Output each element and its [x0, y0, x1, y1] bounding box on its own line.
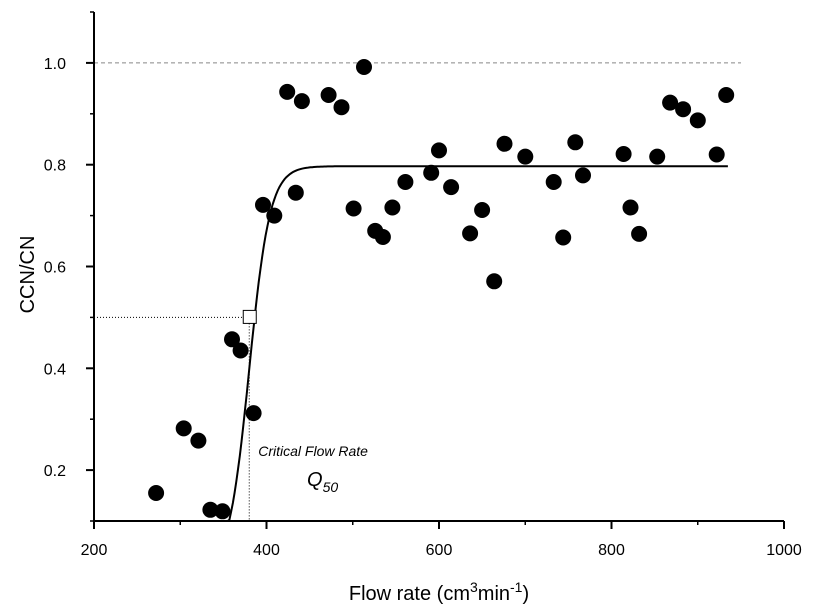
- x-tick-label: 200: [81, 542, 108, 559]
- data-point: [356, 59, 372, 75]
- y-tick-label: 0.4: [44, 361, 66, 378]
- x-tick-label: 800: [598, 542, 625, 559]
- data-point: [622, 199, 639, 216]
- data-point: [675, 101, 692, 118]
- y-tick-label: 0.2: [44, 463, 66, 480]
- data-point: [279, 83, 296, 100]
- data-point: [486, 273, 503, 290]
- data-point: [575, 167, 591, 184]
- x-tick-label: 600: [426, 542, 453, 559]
- data-point: [567, 134, 584, 151]
- data-point: [555, 229, 572, 246]
- y-tick-label: 1.0: [44, 56, 66, 73]
- data-point: [224, 331, 240, 348]
- data-point: [631, 225, 648, 242]
- data-point: [320, 87, 337, 103]
- data-point: [689, 112, 706, 129]
- x-axis-label-sup2: -1: [510, 579, 523, 595]
- x-axis-ticks: 200 400 600 800 1000: [81, 521, 802, 559]
- data-point: [517, 148, 534, 165]
- data-point: [374, 229, 391, 245]
- data-point: [496, 135, 513, 152]
- data-points: [148, 59, 735, 520]
- x-tick-label: 400: [253, 542, 280, 559]
- data-point: [287, 184, 304, 201]
- data-point: [148, 485, 165, 501]
- data-point: [545, 174, 562, 190]
- data-point: [662, 94, 679, 111]
- data-point: [232, 342, 249, 359]
- critical-point-marker: [242, 309, 257, 324]
- data-point: [384, 199, 401, 216]
- q50-symbol: Q: [307, 469, 323, 491]
- x-tick-label: 1000: [766, 542, 802, 559]
- x-axis-label-suffix: ): [522, 583, 529, 605]
- data-point: [175, 420, 192, 437]
- y-axis-ticks: 0.2 0.4 0.6 0.8 1.0: [44, 11, 94, 522]
- data-point: [615, 146, 632, 162]
- x-axis-label: Flow rate (cm3min-1): [349, 579, 529, 605]
- data-point: [423, 164, 440, 181]
- data-point: [345, 200, 362, 217]
- q50-label: Q50: [307, 469, 338, 495]
- data-point: [649, 148, 666, 165]
- data-point: [462, 225, 479, 242]
- data-point: [431, 142, 447, 159]
- data-point: [245, 405, 262, 422]
- q50-subscript: 50: [323, 479, 339, 495]
- x-axis-label-sup1: 3: [470, 579, 478, 595]
- data-point: [255, 196, 271, 213]
- data-point: [293, 93, 310, 110]
- y-tick-label: 0.8: [44, 158, 66, 175]
- y-tick-label: 0.6: [44, 260, 66, 277]
- x-axis-label-mid: min: [478, 583, 510, 605]
- data-point: [474, 202, 491, 218]
- data-point: [718, 87, 735, 103]
- data-point: [202, 501, 219, 518]
- data-point: [214, 503, 231, 520]
- x-axis-label-prefix: Flow rate (cm: [349, 583, 470, 605]
- data-point: [190, 432, 207, 449]
- fit-curve: [184, 165, 728, 522]
- data-point: [443, 179, 460, 196]
- y-axis-label: CCN/CN: [17, 236, 39, 314]
- data-point: [708, 146, 725, 163]
- critical-flow-rate-label: Critical Flow Rate: [258, 443, 368, 459]
- data-point: [266, 207, 283, 224]
- data-point: [397, 174, 414, 190]
- data-point: [333, 99, 350, 116]
